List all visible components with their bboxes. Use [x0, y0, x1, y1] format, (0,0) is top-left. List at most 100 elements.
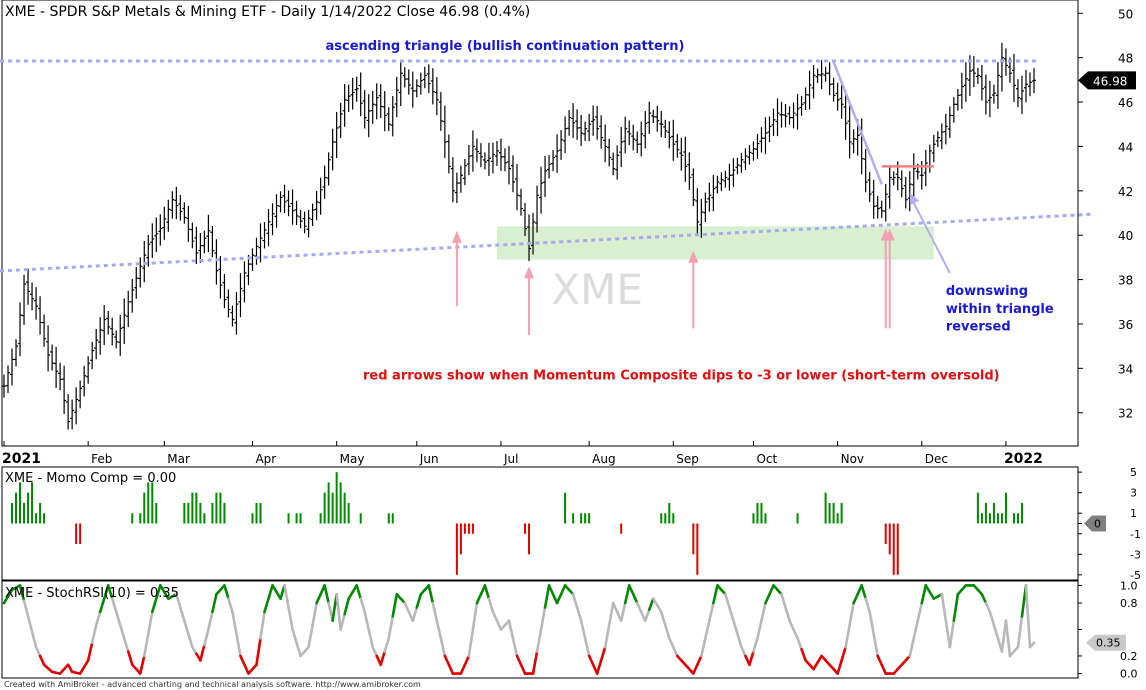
stochrsi-segment: [692, 663, 699, 675]
ohlc-bar: [86, 356, 91, 384]
ohlc-bar: [318, 177, 323, 215]
stochrsi-segment: [447, 663, 455, 675]
ohlc-bar: [1027, 72, 1032, 97]
stochrsi-y-tick-label: 0.8: [1120, 597, 1138, 610]
ohlc-bar: [462, 158, 467, 186]
stochrsi-segment: [756, 619, 763, 640]
stochrsi-segment: [98, 597, 106, 614]
stochrsi-segment: [619, 601, 627, 622]
stochrsi-y-tick-label: 0.2: [1120, 650, 1138, 663]
ohlc-bar: [450, 157, 455, 203]
stochrsi-segment: [575, 606, 583, 622]
ohlc-bar: [194, 226, 199, 265]
ohlc-bar: [178, 195, 183, 221]
ohlc-bar: [334, 111, 339, 159]
ohlc-bar: [218, 256, 223, 299]
ohlc-bar: [531, 212, 536, 255]
stochrsi-segment: [154, 584, 162, 600]
stochrsi-segment: [912, 619, 920, 640]
stochrsi-segment: [579, 619, 587, 640]
stochrsi-segment: [700, 637, 707, 658]
ohlc-bar: [262, 222, 267, 249]
ohlc-bar: [879, 200, 884, 218]
ohlc-bar: [591, 105, 596, 136]
ohlc-bar: [242, 261, 247, 303]
ohlc-bar: [142, 240, 147, 283]
stochrsi-segment: [427, 584, 435, 605]
stochrsi-segment: [992, 623, 1000, 640]
ohlc-bar: [274, 194, 279, 228]
x-axis-tick-label: Sep: [676, 452, 699, 466]
ohlc-bar: [442, 105, 447, 158]
stochrsi-segment: [627, 584, 635, 596]
stochrsi-segment: [307, 623, 314, 649]
price-y-tick-label: 40: [1118, 229, 1133, 243]
ohlc-bar: [959, 72, 964, 109]
stochrsi-segment: [383, 637, 391, 653]
ohlc-bar: [799, 95, 804, 116]
ohlc-bar: [514, 164, 519, 211]
ohlc-bar: [815, 68, 820, 83]
stochrsi-segment: [34, 645, 42, 658]
ohlc-bar: [366, 94, 371, 138]
stochrsi-segment: [483, 584, 491, 600]
stochrsi-segment: [1004, 619, 1012, 658]
stochrsi-segment: [122, 637, 130, 653]
momentum-last-flag: 0: [1084, 515, 1106, 532]
ohlc-bar: [306, 210, 311, 238]
ohlc-bar: [955, 88, 960, 111]
ohlc-bar: [170, 191, 175, 219]
stochrsi-segment: [231, 610, 238, 636]
ohlc-bar: [62, 365, 67, 414]
ohlc-bar: [302, 211, 307, 234]
price-panel: 32 34 36 38 40 42 44 46 48 50 XME ascending triangl…: [0, 0, 1136, 467]
stochrsi-segment: [988, 610, 996, 627]
stochrsi-segment: [487, 597, 495, 614]
momentum-composite-panel: 5 3 1 -1 -3 -5 XME - Momo Comp = 0.00 0: [1, 466, 1141, 582]
stochrsi-segment: [876, 654, 884, 667]
price-chart-title: XME - SPDR S&P Metals & Mining ETF - Dai…: [5, 4, 530, 20]
ohlc-bar: [214, 239, 219, 285]
ohlc-bar: [314, 190, 319, 221]
x-axis-tick-label: Oct: [756, 452, 777, 466]
ohlc-bar: [659, 110, 664, 138]
stochrsi-segment: [764, 592, 771, 605]
ohlc-bar: [691, 168, 696, 207]
stochrsi-segment: [583, 637, 591, 658]
ohlc-bar: [330, 128, 335, 171]
ohlc-bar: [975, 67, 980, 84]
ohlc-bar: [803, 87, 808, 111]
ohlc-bar: [907, 171, 912, 212]
ohlc-bar: [98, 317, 103, 355]
momentum-last-flag-shape: [1084, 515, 1106, 532]
ohlc-bar: [923, 149, 928, 187]
ohlc-bar: [154, 217, 159, 253]
ohlc-bar: [831, 77, 836, 102]
stochrsi-segment: [339, 612, 346, 631]
stochrsi-segment: [90, 623, 98, 645]
stochrsi-segment: [784, 606, 791, 622]
ohlc-bar: [651, 109, 656, 123]
stochrsi-segment: [848, 601, 855, 627]
ohlc-bar: [935, 131, 940, 148]
ohlc-bar: [394, 76, 399, 118]
support-zone: [496, 226, 934, 260]
ohlc-bar: [559, 130, 564, 160]
momentum-panel-title: XME - Momo Comp = 0.00: [5, 471, 176, 486]
ohlc-bar: [370, 91, 375, 124]
ohlc-bar: [470, 130, 475, 172]
stochrsi-segment: [543, 584, 551, 609]
ohlc-bar: [643, 110, 648, 149]
ohlc-bar: [222, 274, 227, 309]
stochrsi-segment: [1028, 641, 1036, 649]
ohlc-bar: [867, 172, 872, 203]
ohlc-bar: [1015, 79, 1020, 108]
stochrsi-last-flag: 0.35: [1086, 634, 1126, 651]
x-axis-tick-label: Jul: [503, 452, 518, 466]
ohlc-bar: [106, 310, 111, 335]
ohlc-bar: [454, 172, 459, 204]
ohlc-bar: [811, 64, 816, 99]
ohlc-bar: [551, 149, 556, 172]
ohlc-bar: [502, 148, 507, 172]
ohlc-bar: [138, 257, 143, 288]
